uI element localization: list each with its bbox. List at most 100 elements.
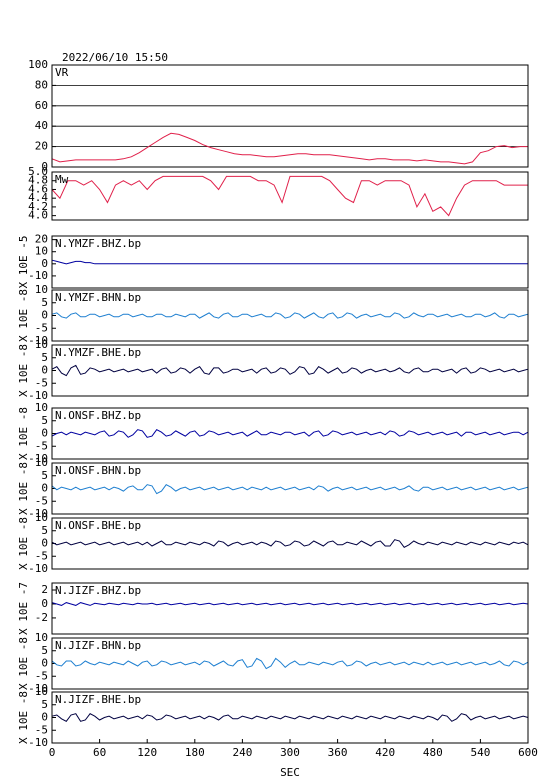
y-tick-label: 10 — [35, 456, 48, 469]
panel-label: N.JIZF.BHN.bp — [55, 639, 141, 652]
y-tick-label: 0 — [41, 482, 48, 495]
panel-frame — [51, 171, 529, 221]
panel: 2022/06/10 15:50 0 20 40 60 80 100 VR — [28, 51, 529, 173]
y-tick-label: 2 — [41, 583, 48, 596]
y-tick-label: 10 — [35, 685, 48, 698]
y-tick-label: 5 — [41, 469, 48, 482]
y-tick-label: 0 — [41, 427, 48, 440]
x-tick-label: 300 — [280, 746, 300, 759]
panel-label: N.YMZF.BHE.bp — [55, 346, 141, 359]
y-tick-label: -5 — [35, 723, 48, 736]
panel-frame — [51, 582, 529, 635]
y-tick-label: 5 — [41, 296, 48, 309]
y-tick-label: -10 — [28, 389, 48, 402]
y-axis-label: X 10E -8 — [17, 344, 30, 397]
panel-frame — [51, 289, 529, 342]
panel-label: N.YMZF.BHN.bp — [55, 291, 141, 304]
y-axis-label: X 10E -8 — [17, 407, 30, 460]
y-tick-label: -10 — [28, 269, 48, 282]
y-axis-label: X 10E -8 — [17, 289, 30, 342]
y-tick-label: -10 — [28, 682, 48, 695]
trace — [51, 657, 529, 670]
panel-frame — [51, 637, 529, 690]
x-tick-label: 480 — [423, 746, 443, 759]
y-tick-label: 10 — [35, 401, 48, 414]
trace — [51, 132, 528, 165]
x-tick-label: 540 — [470, 746, 490, 759]
x-tick-label: 240 — [232, 746, 252, 759]
y-tick-label: 10 — [35, 631, 48, 644]
y-tick-label: 20 — [35, 140, 48, 153]
y-tick-label: 5 — [41, 644, 48, 657]
y-tick-label: 0 — [41, 257, 48, 270]
panel-frame — [51, 462, 529, 515]
y-tick-label: 4.0 — [28, 209, 48, 222]
y-axis-label: X 10E -8 — [17, 517, 30, 570]
y-tick-label: 0 — [41, 597, 48, 610]
panel-label: N.JIZF.BHE.bp — [55, 693, 141, 706]
y-tick-label: -10 — [28, 736, 48, 749]
y-tick-label: 0 — [41, 364, 48, 377]
y-axis-label: X 10E -7 — [17, 582, 30, 635]
y-tick-label: 10 — [35, 511, 48, 524]
y-tick-label: 10 — [35, 338, 48, 351]
y-tick-label: -5 — [35, 376, 48, 389]
trace — [51, 539, 529, 548]
y-tick-label: 0 — [41, 537, 48, 550]
y-tick-label: 0 — [41, 160, 48, 173]
y-tick-label: 10 — [35, 283, 48, 296]
y-tick-label: 4.4 — [28, 191, 48, 204]
y-tick-label: 5 — [41, 414, 48, 427]
y-axis-label: X 10E -8 — [17, 462, 30, 515]
panel-label: N.YMZF.BHZ.bp — [55, 237, 141, 250]
panel-label: N.ONSF.BHZ.bp — [55, 409, 141, 422]
panel-frame — [51, 407, 529, 460]
chart-title: 2022/06/10 15:50 — [62, 51, 168, 64]
y-tick-label: -5 — [35, 321, 48, 334]
y-tick-label: 5 — [41, 698, 48, 711]
y-tick-label: -10 — [28, 507, 48, 520]
y-tick-label: 0 — [41, 657, 48, 670]
x-tick-label: 0 — [49, 746, 56, 759]
y-tick-label: -5 — [35, 494, 48, 507]
y-tick-label: 5 — [41, 524, 48, 537]
y-tick-label: 5.0 — [28, 165, 48, 178]
panel-label: Mw — [55, 173, 69, 186]
panel-label: VR — [55, 66, 69, 79]
trace — [51, 312, 529, 319]
y-tick-label: 80 — [35, 78, 48, 91]
x-tick-label: 120 — [137, 746, 157, 759]
trace — [51, 429, 529, 438]
panel-frame — [51, 64, 529, 168]
y-tick-label: 40 — [35, 119, 48, 132]
y-tick-label: 0 — [41, 309, 48, 322]
x-axis-label: SEC — [280, 766, 300, 779]
y-tick-label: 10 — [35, 245, 48, 258]
x-tick-label: 60 — [93, 746, 106, 759]
y-axis-label: X 10E -8 — [17, 637, 30, 690]
panel-label: N.ONSF.BHE.bp — [55, 519, 141, 532]
y-tick-label: 4.6 — [28, 182, 48, 195]
x-tick-label: 420 — [375, 746, 395, 759]
x-tick-label: 360 — [328, 746, 348, 759]
trace — [51, 259, 528, 265]
y-tick-label: -2 — [35, 611, 48, 624]
y-tick-label: -10 — [28, 562, 48, 575]
y-tick-label: 100 — [28, 58, 48, 71]
y-tick-label: 60 — [35, 99, 48, 112]
y-tick-label: 20 — [35, 233, 48, 246]
panel-frame — [51, 235, 529, 289]
y-tick-label: -5 — [35, 549, 48, 562]
y-tick-label: -5 — [35, 439, 48, 452]
panel-frame — [51, 344, 529, 397]
trace — [51, 175, 528, 217]
y-axis-label: X 10E -8 — [17, 691, 30, 744]
